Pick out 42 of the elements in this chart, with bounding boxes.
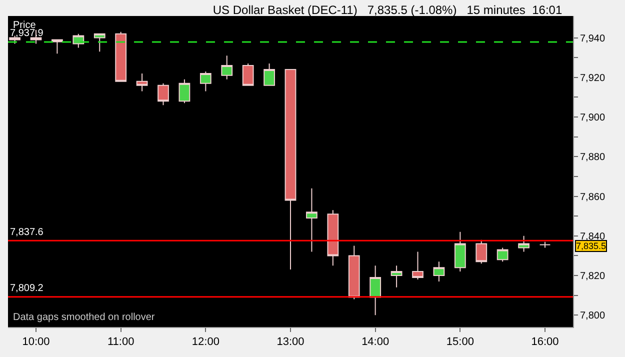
y-tick-label: 7,900 — [580, 112, 606, 124]
candlestick — [158, 82, 169, 106]
chart-title: US Dollar Basket (DEC-11) 7,835.5 (-1.08%) 15 minutes 16:01 — [212, 2, 562, 17]
candlestick — [327, 210, 339, 266]
candlestick — [476, 239, 488, 264]
candlestick — [306, 188, 318, 252]
ref-line-label: 7,837.6 — [10, 227, 44, 238]
y-tick-label: 7,940 — [580, 33, 606, 44]
candlestick — [539, 241, 551, 248]
candlestick — [433, 261, 445, 282]
ref-line-label: 7,809.2 — [10, 283, 44, 294]
candlestick — [52, 39, 63, 54]
y-tick-label: 7,880 — [580, 152, 606, 164]
candlestick — [178, 78, 190, 104]
y-tick-label: 7,840 — [580, 231, 606, 242]
x-tick-label: 12:00 — [192, 336, 220, 348]
annotation: Data gaps smoothed on rollover — [13, 312, 156, 323]
candlestick — [412, 251, 424, 280]
candlestick — [348, 245, 360, 300]
candlestick — [264, 63, 275, 86]
x-tick-label: 10:00 — [22, 336, 50, 348]
x-tick-label: 14:00 — [362, 336, 390, 348]
candlestick — [200, 70, 212, 92]
annotation: 7,835.5 — [576, 241, 606, 251]
x-tick-label: 13:00 — [276, 336, 304, 348]
y-tick-label: 7,860 — [580, 192, 606, 203]
x-tick-label: 16:00 — [531, 336, 559, 348]
candlestick — [94, 33, 106, 52]
y-tick-label: 7,800 — [580, 310, 606, 322]
candlestick — [454, 231, 466, 272]
candlestick — [221, 55, 233, 80]
candlestick — [136, 72, 148, 92]
x-tick-label: 11:00 — [107, 336, 134, 348]
y-tick-label: 7,820 — [580, 271, 606, 282]
x-tick-label: 15:00 — [446, 336, 474, 348]
candlestick — [115, 31, 127, 82]
y-tick-label: 7,920 — [580, 72, 606, 84]
candlestick — [284, 68, 296, 270]
candlestick — [242, 63, 254, 86]
candlestick — [390, 265, 402, 288]
candlestick — [370, 265, 382, 316]
candlestick — [496, 247, 508, 262]
